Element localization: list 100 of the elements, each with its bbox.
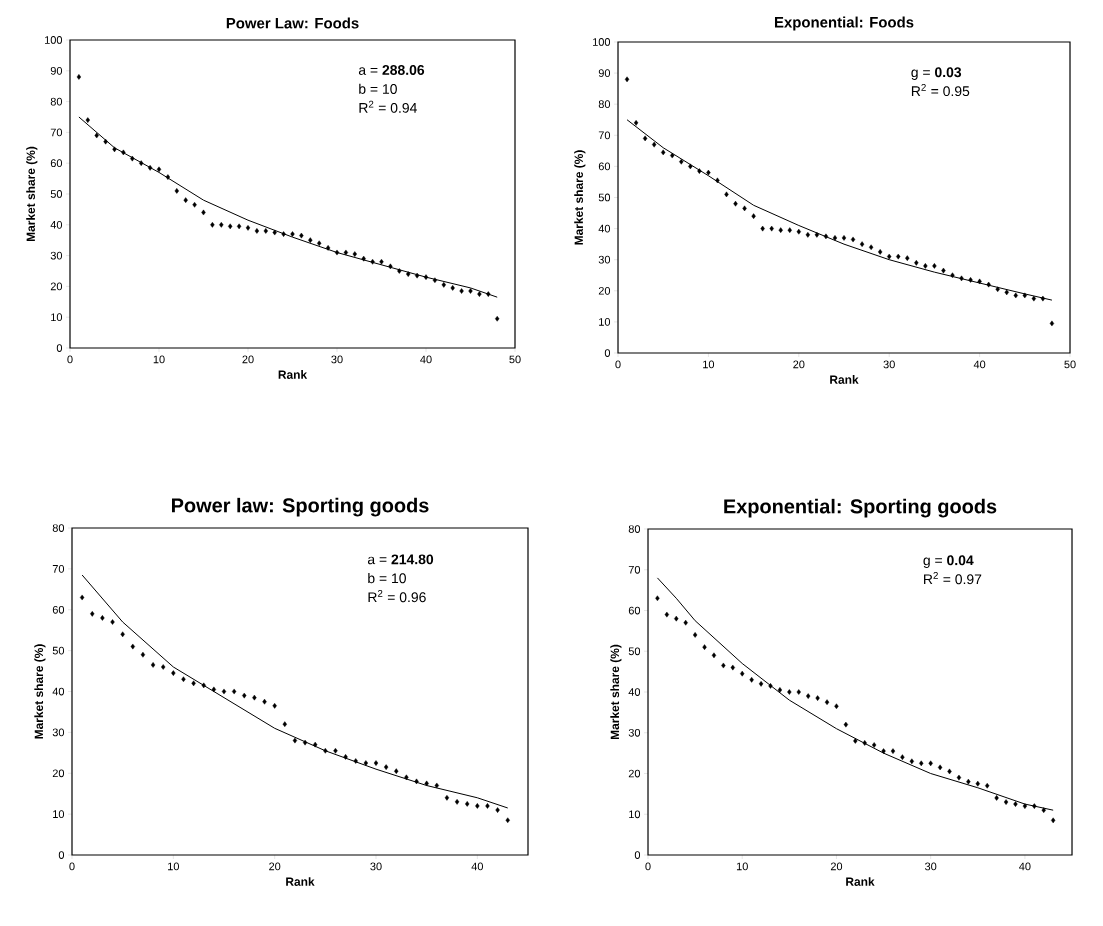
point [661,149,666,156]
point [928,760,933,767]
y-tick-label: 60 [52,605,65,614]
point [191,680,196,687]
x-tick-label: 0 [67,355,73,364]
x-tick-label: 10 [168,862,179,871]
x-tick-label: 10 [703,360,715,369]
point [721,662,726,669]
x-tick-label: 20 [269,862,281,871]
point [486,291,491,297]
point [881,748,886,754]
point [325,245,331,251]
y-tick-label: 80 [628,525,641,533]
x-tick-label: 40 [973,360,986,369]
point [343,249,349,256]
point [806,693,811,699]
y-tick-label: 50 [598,193,611,202]
point [832,235,838,241]
point [192,201,197,208]
y-tick-label: 0 [56,344,63,352]
point [423,274,429,280]
point [1032,803,1037,809]
y-tick-label: 80 [50,97,63,106]
y-tick-label: 50 [50,190,63,198]
point [505,817,510,824]
y-tick-label: 80 [52,524,65,532]
point [450,285,455,291]
x-tick-label: 0 [615,360,621,369]
point [495,315,500,322]
point [859,241,865,247]
y-tick-label: 90 [50,66,63,75]
point [670,152,675,159]
point [361,255,366,262]
point [292,737,298,744]
point [995,286,1000,293]
point [468,288,473,294]
point [853,738,858,744]
point [730,664,735,671]
point [796,228,801,235]
y-tick-label: 100 [593,38,611,46]
y-axis-title: Market share (%) [610,644,622,740]
point [299,232,304,239]
y-tick-label: 70 [50,128,63,137]
point [1013,801,1018,807]
point [947,768,952,775]
point [221,688,227,695]
x-axis-title: Rank [846,877,875,886]
point [379,258,384,265]
point [733,200,738,207]
point [370,258,375,265]
annotation: a = 214.80 [367,554,434,565]
point [841,235,847,241]
point [290,231,295,237]
point [263,228,268,234]
point [824,699,830,705]
point [692,632,698,638]
x-axis-title: Rank [278,370,308,379]
point [363,760,369,766]
chart-title: Exponential: Foods [774,16,914,31]
y-tick-label: 0 [634,851,641,859]
point [986,281,991,288]
point [477,291,482,297]
point [495,807,500,813]
point [994,795,999,801]
annotation: a = 288.06 [358,65,425,75]
point [302,739,308,746]
annotation: R$^{2}$ = 0.96 [368,590,426,603]
point [333,747,338,754]
point [231,688,237,695]
y-tick-label: 10 [629,810,641,819]
x-tick-label: 0 [645,862,651,871]
point [968,277,973,283]
x-axis-title: Rank [830,375,859,384]
point [388,263,393,270]
annotation: g = 0.04 [923,555,974,568]
point [414,778,419,785]
point [624,76,630,83]
y-tick-label: 60 [598,162,611,171]
y-tick-label: 30 [50,251,63,260]
y-tick-label: 70 [598,131,611,140]
point [724,191,729,198]
y-tick-label: 40 [52,687,65,696]
point [139,160,144,166]
point [941,267,946,274]
chart-title: Power law: Sporting goods [171,497,429,517]
y-tick-label: 10 [599,318,611,326]
point [919,760,924,767]
x-tick-label: 20 [793,360,805,369]
chart-title: Exponential: Sporting goods [724,498,997,518]
point [664,611,669,618]
x-axis-title: Rank [286,877,315,886]
point [655,595,660,602]
x-tick-label: 40 [1019,862,1031,871]
y-tick-label: 30 [628,728,641,737]
x-tick-label: 30 [370,862,382,871]
x-tick-label: 30 [925,862,937,871]
y-tick-label: 0 [604,349,611,357]
y-tick-label: 60 [628,606,641,615]
y-tick-label: 30 [598,255,611,264]
y-tick-label: 50 [628,647,641,656]
